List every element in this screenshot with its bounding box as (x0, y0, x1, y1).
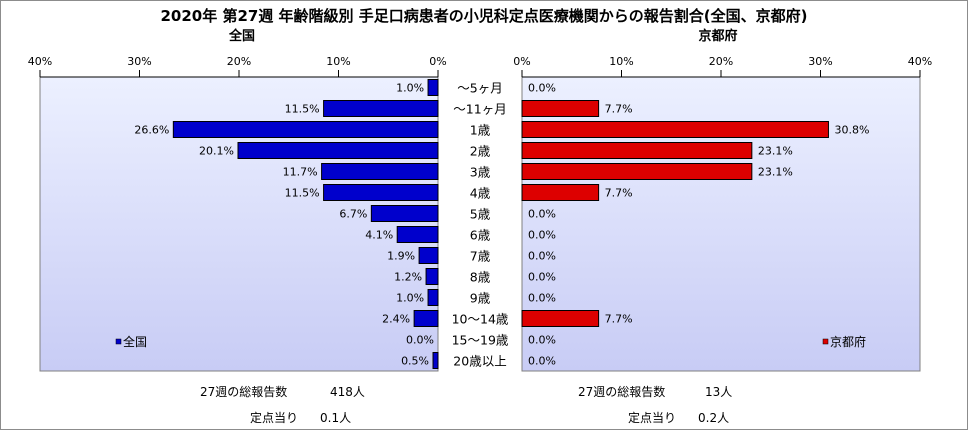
left-bar (237, 142, 439, 159)
left-bar-data-label: 26.6% (134, 124, 169, 137)
left-per-site-value: 0.1人 (320, 411, 352, 425)
category-label: 6歳 (470, 228, 491, 243)
left-bar-data-label: 6.7% (339, 208, 367, 221)
left-bar (323, 100, 439, 117)
right-bar-data-label: 0.0% (528, 292, 556, 305)
right-tick-label: 10% (609, 55, 633, 68)
left-legend-label: 全国 (123, 334, 147, 349)
category-label: 4歳 (470, 186, 491, 201)
right-legend-label: 京都府 (830, 334, 866, 349)
right-tick-label: 30% (808, 55, 832, 68)
left-tick-label: 30% (127, 55, 151, 68)
right-tick-label: 0% (513, 55, 530, 68)
chart-title: 2020年 第27週 年齢階級別 手足口病患者の小児科定点医療機関からの報告割合… (160, 7, 808, 25)
right-bar-data-label: 23.1% (758, 145, 793, 158)
left-bar (432, 352, 439, 369)
right-total-value: 13人 (705, 385, 733, 399)
right-total-label: 27週の総報告数 (578, 385, 666, 399)
left-bar-data-label: 1.2% (394, 271, 422, 284)
left-tick-label: 20% (227, 55, 251, 68)
left-legend-swatch (115, 338, 122, 345)
category-label: ～5ヶ月 (457, 81, 502, 96)
left-bar-data-label: 11.5% (285, 103, 320, 116)
right-bar-data-label: 0.0% (528, 250, 556, 263)
right-bar (521, 100, 600, 117)
right-panel-title: 京都府 (698, 29, 738, 44)
right-tick-label: 20% (709, 55, 733, 68)
left-bar-data-label: 1.9% (387, 250, 415, 263)
left-tick-label: 10% (326, 55, 350, 68)
right-tick-label: 40% (908, 55, 932, 68)
left-bar (321, 163, 439, 180)
right-bar (521, 142, 753, 159)
left-tick-label: 0% (429, 55, 446, 68)
left-total-value: 418人 (330, 385, 365, 399)
category-label: 5歳 (470, 207, 491, 222)
right-bar-data-label: 0.0% (528, 355, 556, 368)
left-bar-data-label: 20.1% (199, 145, 234, 158)
left-bar-data-label: 0.5% (401, 355, 429, 368)
category-label: ～11ヶ月 (453, 102, 506, 117)
left-bar (172, 121, 439, 138)
left-per-site-label: 定点当り (250, 411, 299, 425)
right-bar-data-label: 0.0% (528, 334, 556, 347)
left-bar-data-label: 11.5% (285, 187, 320, 200)
left-bar (413, 310, 439, 327)
left-bar (370, 205, 439, 222)
left-total-label: 27週の総報告数 (200, 385, 288, 399)
right-per-site-value: 0.2人 (698, 411, 730, 425)
right-bar-data-label: 7.7% (605, 313, 633, 326)
category-label: 20歳以上 (453, 354, 506, 369)
left-bar-data-label: 0.0% (406, 334, 434, 347)
category-label: 1歳 (470, 123, 491, 138)
left-bar-data-label: 2.4% (382, 313, 410, 326)
left-panel-title: 全国 (228, 29, 255, 44)
left-bar-data-label: 1.0% (396, 292, 424, 305)
right-bar (521, 310, 600, 327)
right-legend-swatch (822, 338, 829, 345)
category-label: 10～14歳 (452, 312, 509, 327)
category-label: 8歳 (470, 270, 491, 285)
left-bar (427, 79, 439, 96)
category-label: 3歳 (470, 165, 491, 180)
category-label: 7歳 (470, 249, 491, 264)
right-bar (521, 121, 829, 138)
category-label: 9歳 (470, 291, 491, 306)
left-tick-label: 40% (28, 55, 52, 68)
left-bar (427, 289, 439, 306)
left-bar-data-label: 1.0% (396, 82, 424, 95)
right-bar (521, 184, 600, 201)
right-bar-data-label: 23.1% (758, 166, 793, 179)
category-label: 2歳 (470, 144, 491, 159)
left-bar (396, 226, 439, 243)
right-bar-data-label: 0.0% (528, 208, 556, 221)
left-bar-data-label: 4.1% (365, 229, 393, 242)
left-bar (418, 247, 439, 264)
right-bar-data-label: 7.7% (605, 187, 633, 200)
left-bar (323, 184, 439, 201)
right-bar-data-label: 0.0% (528, 271, 556, 284)
right-per-site-label: 定点当り (628, 411, 677, 425)
right-bar (521, 163, 753, 180)
right-bar-data-label: 0.0% (528, 82, 556, 95)
left-bar-data-label: 11.7% (283, 166, 318, 179)
right-bar-data-label: 0.0% (528, 229, 556, 242)
category-label: 15～19歳 (452, 333, 509, 348)
right-bar-data-label: 30.8% (834, 124, 869, 137)
left-bar (425, 268, 439, 285)
right-bar-data-label: 7.7% (605, 103, 633, 116)
